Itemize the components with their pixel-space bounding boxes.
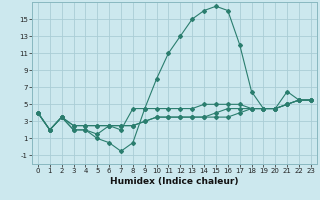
X-axis label: Humidex (Indice chaleur): Humidex (Indice chaleur) [110, 177, 239, 186]
